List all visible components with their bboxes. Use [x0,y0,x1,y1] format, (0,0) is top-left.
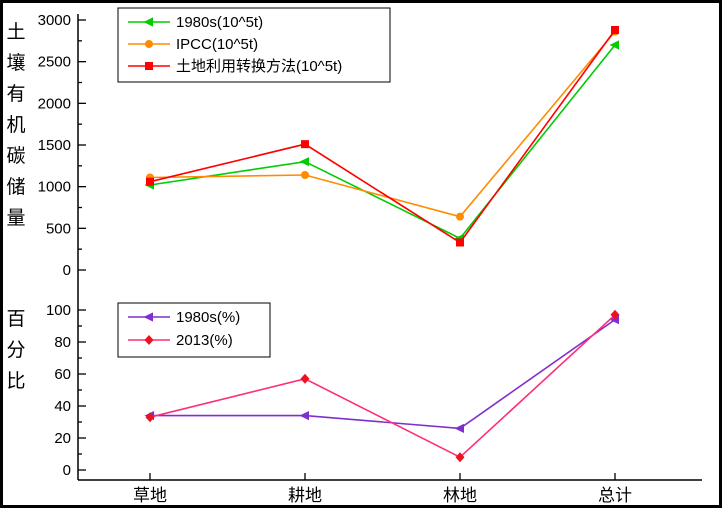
x-tick-label: 耕地 [288,486,322,505]
series-土地利用转换方法(10^5t) [146,26,619,247]
y-tick-label: 1000 [38,179,71,196]
y-axis-title-char: 储 [6,176,25,198]
y-axis-title-char: 机 [6,114,25,136]
x-tick-label: 林地 [443,486,477,505]
legend-label: 1980s(%) [176,309,240,326]
x-axis: 草地 耕地 林地 总计 [133,473,632,505]
legend-label: 2013(%) [176,332,233,349]
y-axis-title-char: 碳 [6,145,25,167]
y-axis-title-char: 土 [6,21,25,43]
y-axis-title-char: 百 [6,309,25,330]
y-axis-title-char: 有 [6,83,25,105]
y-tick-label: 60 [54,366,71,383]
legend-panel-0: 1980s(10^5t) IPCC(10^5t) 土地利用转换方法(10^5t) [117,7,391,83]
x-tick-label: 总计 [598,486,632,505]
legend-label: IPCC(10^5t) [176,36,258,53]
y-tick-label: 20 [54,430,71,447]
y-tick-label: 500 [46,220,71,237]
y-tick-label: 100 [46,302,71,319]
legend-label: 土地利用转换方法(10^5t) [176,58,342,75]
axes [77,14,702,481]
y-tick-label: 40 [54,398,71,415]
y-tick-label: 3000 [38,12,71,29]
y-tick-label: 80 [54,334,71,351]
legend-label: 1980s(10^5t) [176,14,263,31]
series-2013(%) [145,309,620,463]
y-axis-title-char: 比 [6,370,25,392]
legend-panel-1: 1980s(%) 2013(%) [117,302,271,358]
y-axis-title-char: 分 [6,339,25,361]
y-tick-label: 0 [63,262,71,279]
x-tick-label: 草地 [133,486,167,505]
y-axis-panel-1: 0 20 40 60 80 100 百分比 [6,302,86,479]
y-tick-label: 2500 [38,54,71,71]
y-tick-label: 1500 [38,137,71,154]
y-tick-label: 2000 [38,95,71,112]
y-axis-title-char: 量 [6,208,25,229]
y-tick-label: 0 [63,462,71,479]
y-axis-title-char: 壤 [6,52,25,74]
